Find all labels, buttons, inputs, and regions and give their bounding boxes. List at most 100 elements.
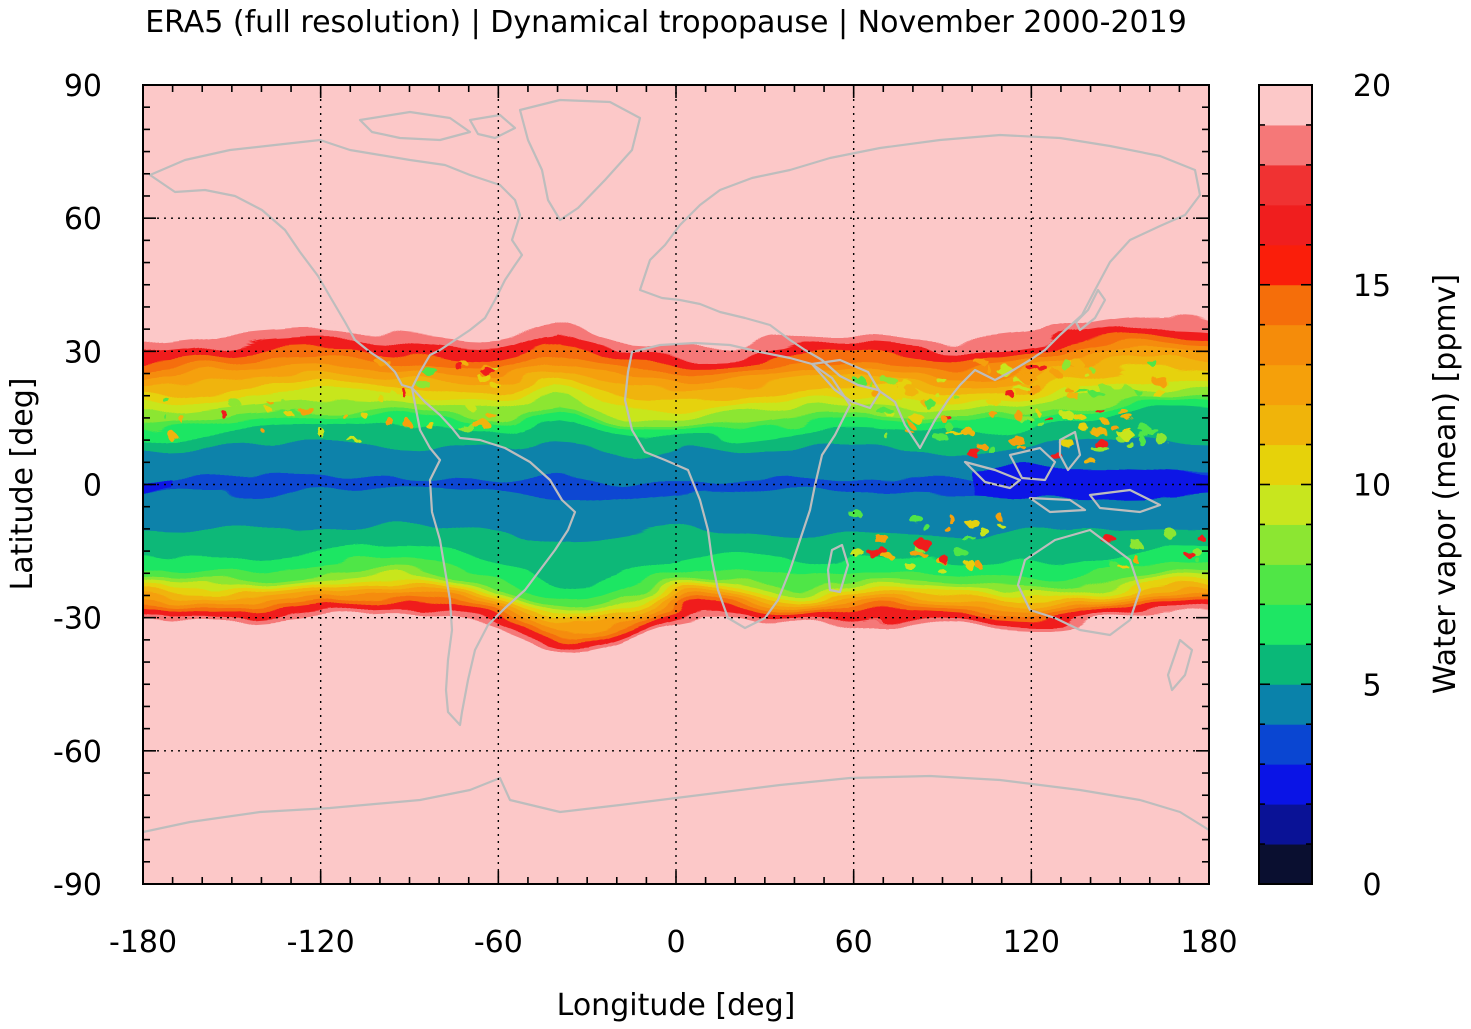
convective-patch [937, 569, 947, 574]
convective-patch [424, 421, 435, 428]
convective-patch [960, 429, 975, 435]
convective-patch [284, 411, 294, 417]
convective-patch [161, 397, 170, 402]
convective-patch [881, 431, 888, 437]
convective-patch [1009, 436, 1026, 446]
convective-patch [875, 407, 894, 415]
convective-patch [950, 515, 955, 526]
convective-patch [220, 410, 227, 418]
x-tick-label: 180 [1180, 925, 1237, 960]
convective-patch [872, 534, 889, 542]
colorbar-tick-label: 15 [1353, 269, 1391, 304]
convective-patch [1152, 389, 1166, 398]
colorbar-tick-label: 20 [1353, 69, 1391, 104]
convective-patch [1026, 364, 1039, 371]
x-tick-label: -180 [109, 925, 177, 960]
colorbar-swatch [1259, 524, 1312, 565]
grid-lines [143, 85, 1209, 884]
convective-patch [162, 414, 168, 419]
convective-patch [867, 548, 880, 558]
convective-patch [924, 399, 937, 410]
x-tick-label: -120 [287, 925, 355, 960]
convective-patch [1139, 436, 1147, 447]
convective-patch [853, 375, 865, 386]
convective-patch [477, 374, 493, 383]
colorbar-swatch [1259, 684, 1312, 725]
convective-patch [1095, 364, 1102, 373]
convective-patch [363, 412, 369, 420]
convective-patch [952, 394, 959, 399]
vapor-level-band [143, 470, 1209, 504]
convective-patch [1197, 535, 1206, 541]
convective-patch [1116, 436, 1122, 442]
convective-moistening-patches [161, 358, 1206, 574]
convective-patch [1185, 551, 1196, 560]
convective-patch [343, 416, 351, 420]
colorbar-swatch [1259, 85, 1312, 126]
convective-patch [891, 393, 902, 401]
convective-patch [1065, 388, 1074, 394]
convective-patch [1196, 558, 1202, 564]
convective-patch [167, 432, 178, 441]
convective-patch [1060, 438, 1074, 448]
convective-patch [1018, 374, 1037, 382]
convective-patch [1018, 446, 1023, 452]
convective-patch [416, 380, 431, 389]
convective-patch [931, 433, 948, 440]
convective-patch [998, 523, 1005, 528]
convective-patch [267, 401, 274, 405]
convective-patch [972, 358, 989, 364]
convective-patch [318, 427, 325, 438]
convective-patch [988, 411, 999, 417]
convective-patch [965, 559, 976, 571]
colorbar-tick-label: 10 [1353, 469, 1391, 504]
convective-patch [1094, 439, 1109, 450]
convective-patch [914, 538, 932, 549]
convective-patch [1044, 418, 1055, 422]
convective-patch [1095, 410, 1106, 414]
colorbar-swatch [1259, 284, 1312, 326]
colorbar-swatch [1259, 804, 1312, 845]
convective-patch [908, 515, 924, 523]
colorbar-swatch [1259, 644, 1312, 685]
colorbar-swatch [1259, 444, 1312, 485]
convective-patch [456, 362, 464, 372]
y-tick-label: -30 [53, 602, 102, 637]
convective-patch [421, 369, 439, 374]
convective-patch [377, 393, 383, 402]
convective-patch [1026, 384, 1042, 396]
convective-patch [1084, 372, 1088, 377]
x-tick-label: 0 [666, 925, 685, 960]
x-tick-label: 120 [1003, 925, 1060, 960]
colorbar-swatch [1259, 764, 1312, 805]
convective-patch [944, 526, 952, 533]
convective-patch [954, 548, 968, 558]
convective-patch [1051, 369, 1061, 377]
colorbar-swatch [1259, 324, 1312, 366]
convective-patch [1090, 367, 1095, 373]
colorbar-swatch [1259, 724, 1312, 765]
convective-patch [1089, 427, 1108, 436]
convective-patch [1155, 433, 1168, 445]
convective-patch [941, 415, 947, 423]
convective-patch [910, 415, 926, 423]
colorbar-label: Water vapor (mean) [ppmv] [1428, 274, 1463, 694]
convective-patch [935, 392, 940, 397]
convective-patch [1164, 528, 1176, 539]
colorbar-swatch [1259, 164, 1312, 206]
convective-patch [403, 418, 411, 429]
convective-patch [1038, 365, 1048, 372]
convective-patch [848, 509, 863, 519]
convective-patch [975, 559, 981, 569]
convective-patch [486, 413, 498, 419]
convective-patch [1137, 431, 1148, 438]
colorbar: 20 15 10 5 0 Water vapor (mean) [ppmv] [1258, 69, 1463, 903]
colorbar-ticks [1259, 84, 1312, 885]
coastlines [143, 98, 1209, 834]
x-tick-label: 60 [835, 925, 873, 960]
convective-patch [987, 399, 1003, 406]
axis-ticks [142, 84, 1210, 885]
convective-patch [1133, 556, 1141, 565]
convective-patch [1005, 390, 1015, 398]
